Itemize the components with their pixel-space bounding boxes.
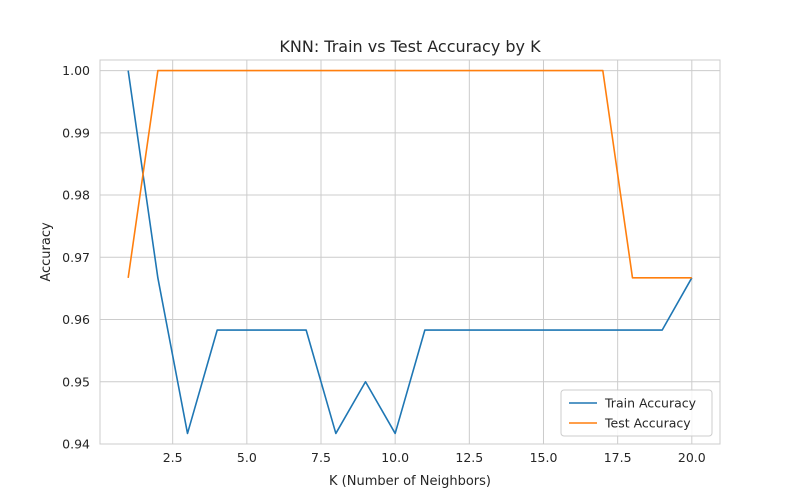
legend-label-train-accuracy: Train Accuracy: [604, 396, 697, 411]
y-tick-label: 0.95: [62, 374, 90, 389]
x-tick-label: 7.5: [311, 450, 331, 465]
y-gridlines: [100, 70, 720, 445]
x-tick-label: 12.5: [455, 450, 483, 465]
train-accuracy-line: [127, 70, 693, 435]
x-gridlines: [172, 60, 693, 444]
x-tick-labels: 2.5 5.0 7.5 10.0 12.5 15.0 17.5 20.0: [163, 450, 706, 465]
y-tick-label: 0.99: [62, 125, 90, 140]
x-tick-label: 15.0: [530, 450, 558, 465]
y-tick-labels: 0.94 0.95 0.96 0.97 0.98 0.99 1.00: [62, 63, 90, 451]
legend: Train Accuracy Test Accuracy: [560, 389, 713, 437]
test-accuracy-line: [127, 69, 692, 279]
x-tick-label: 5.0: [237, 450, 257, 465]
x-tick-label: 2.5: [163, 450, 183, 465]
y-axis-label: Accuracy: [39, 222, 54, 282]
x-tick-label: 17.5: [604, 450, 632, 465]
y-tick-label: 1.00: [62, 63, 90, 78]
x-axis-label: K (Number of Neighbors): [329, 474, 491, 489]
x-tick-label: 20.0: [678, 450, 706, 465]
y-tick-label: 0.94: [62, 437, 90, 452]
plot-area: [99, 59, 721, 445]
legend-box: [560, 389, 713, 437]
chart-title: KNN: Train vs Test Accuracy by K: [279, 37, 541, 56]
series-lines: [127, 69, 693, 435]
legend-label-test-accuracy: Test Accuracy: [604, 416, 691, 431]
x-tick-label: 10.0: [381, 450, 409, 465]
y-tick-label: 0.98: [62, 188, 90, 203]
y-tick-label: 0.96: [62, 312, 90, 327]
y-tick-label: 0.97: [62, 250, 90, 265]
